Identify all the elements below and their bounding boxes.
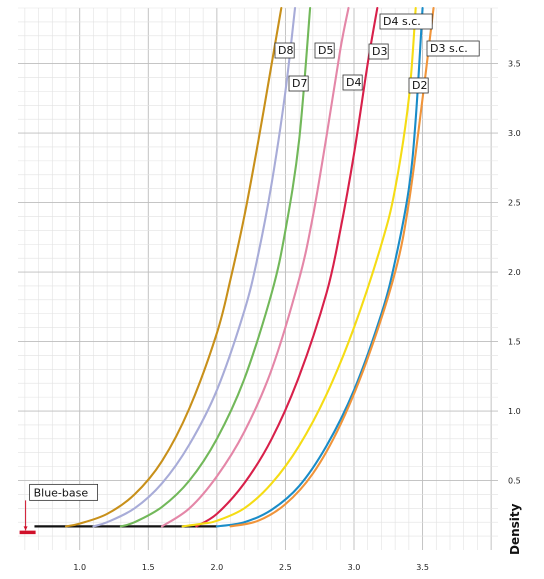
label-box	[408, 77, 429, 94]
x-tick-label: 1.0	[73, 563, 86, 572]
label-box	[314, 42, 335, 59]
label-d2: D2	[408, 77, 429, 94]
y-tick-label: 2.0	[508, 268, 521, 277]
base-marker-label: Blue-base	[29, 483, 99, 501]
curve-d3	[195, 6, 379, 528]
curve-d2	[215, 6, 424, 528]
x-tick-label: 3.5	[416, 563, 429, 572]
label-box	[426, 40, 480, 57]
y-tick-label: 1.5	[508, 338, 521, 347]
y-tick-label: 2.5	[508, 199, 521, 208]
label-text: D3 s.c.	[430, 42, 468, 55]
label-d8: D8	[274, 42, 295, 59]
label-d7: D7	[288, 75, 309, 92]
base-label-box	[29, 483, 99, 501]
curve-d8	[64, 6, 283, 528]
label-d4-s-c: D4 s.c.	[379, 13, 433, 30]
label-d4: D4	[342, 74, 363, 91]
base-label-text: Blue-base	[34, 486, 89, 499]
label-box	[342, 74, 363, 91]
y-tick-label: 0.5	[508, 477, 521, 486]
x-tick-label: 1.5	[142, 563, 155, 572]
curve-d4	[160, 6, 350, 528]
label-box	[379, 13, 433, 30]
x-tick-label: 2.5	[279, 563, 292, 572]
x-tick-label: 2.0	[210, 563, 223, 572]
curve-d4-s-c	[181, 6, 417, 528]
label-text: D4	[346, 76, 361, 89]
curve-d3-s-c	[229, 6, 435, 528]
y-axis-label: Density	[508, 503, 522, 555]
axis-tick-labels: 1.0 1.5 2.0 2.5 3.0 3.5 0.5 1.0 1.5 2.0 2.5 3.0 3.5	[73, 60, 520, 572]
label-text: D4 s.c.	[383, 15, 421, 28]
curve-d7	[92, 6, 297, 528]
label-box	[288, 75, 309, 92]
y-tick-label: 3.5	[508, 60, 521, 69]
x-tick-label: 3.0	[348, 563, 361, 572]
curve-d5	[119, 6, 312, 528]
y-tick-label: 3.0	[508, 129, 521, 138]
chart-grid	[18, 7, 498, 550]
label-text: D3	[372, 45, 387, 58]
label-d3-s-c: D3 s.c.	[426, 40, 480, 57]
label-text: D8	[278, 44, 293, 57]
label-d5: D5	[314, 42, 335, 59]
base-marker-arrowhead	[23, 526, 28, 531]
label-box	[274, 42, 295, 59]
chart-series	[34, 6, 435, 528]
curve-labels: D8 D7 D5 D4 D3 D4 s.c. D2 D3 s.c.	[274, 13, 480, 94]
label-text: D2	[412, 79, 427, 92]
label-text: D5	[318, 44, 333, 57]
label-text: D7	[292, 77, 307, 90]
label-d3: D3	[368, 43, 389, 60]
y-tick-label: 1.0	[508, 407, 521, 416]
blue-base-marker: Blue-base	[19, 483, 99, 535]
label-box	[368, 43, 389, 60]
